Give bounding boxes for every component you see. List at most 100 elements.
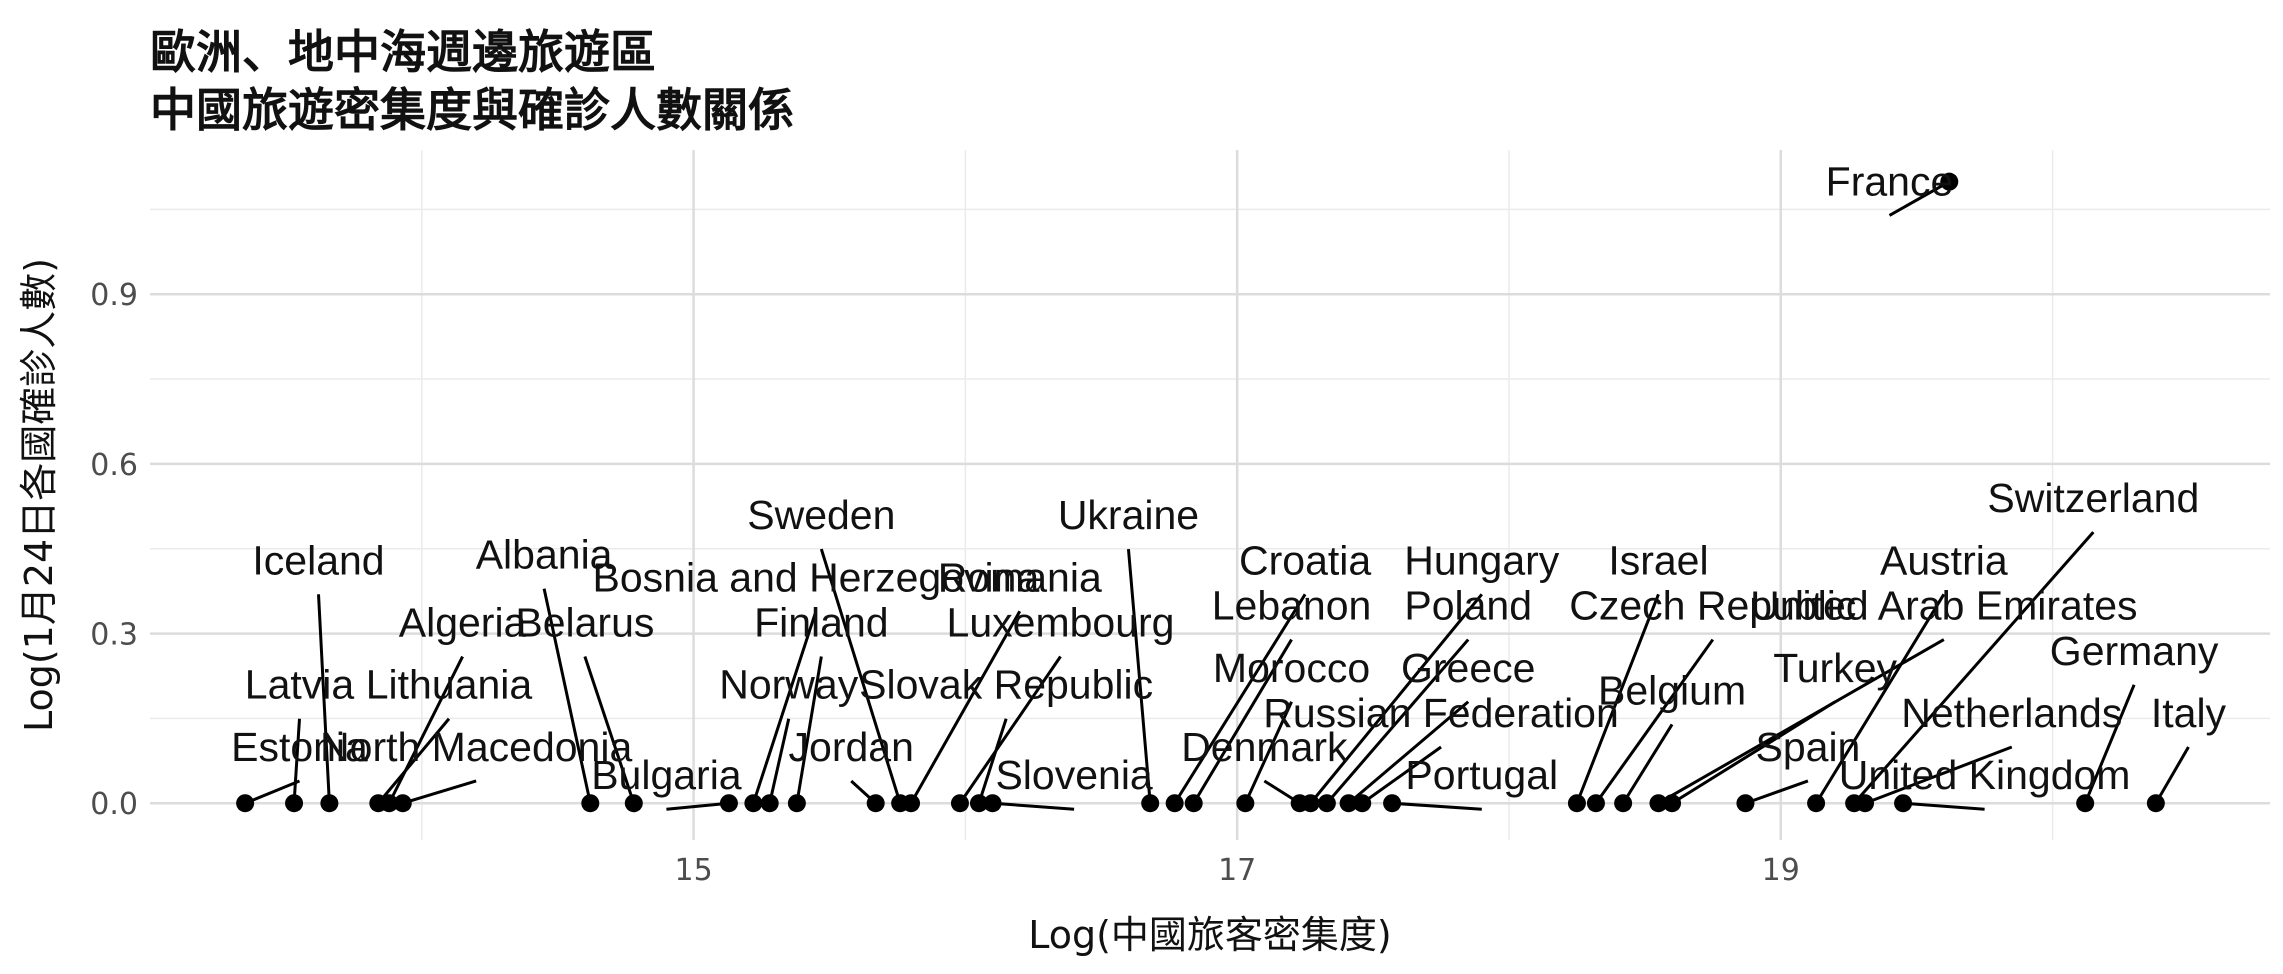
point-label: Greece bbox=[1401, 645, 1535, 691]
point-label: Belarus bbox=[515, 600, 654, 646]
data-point bbox=[624, 794, 643, 813]
leader-line bbox=[1309, 593, 1483, 805]
point-label: Switzerland bbox=[1987, 475, 2199, 521]
leader-line bbox=[2154, 746, 2190, 804]
point-label: Norway bbox=[719, 662, 858, 708]
point-label: Iceland bbox=[252, 537, 384, 583]
data-point bbox=[1236, 794, 1255, 813]
y-tick-label: 0.9 bbox=[90, 278, 138, 313]
point-label: North Macedonia bbox=[320, 724, 632, 770]
leader-line bbox=[1126, 548, 1152, 804]
point-label: Morocco bbox=[1213, 645, 1370, 691]
point-label: Slovak Republic bbox=[859, 662, 1153, 708]
point-label: Lithuania bbox=[366, 662, 533, 708]
data-point bbox=[787, 794, 806, 813]
data-point bbox=[1856, 794, 1875, 813]
data-point bbox=[1663, 794, 1682, 813]
x-tick-label: 15 bbox=[674, 853, 712, 888]
axis-ticks: 15 17 19 0.0 0.3 0.6 0.9 bbox=[90, 278, 1800, 888]
data-point bbox=[1383, 794, 1402, 813]
point-label: Bosnia and Herzegovina bbox=[593, 554, 1040, 600]
point-label: Croatia bbox=[1239, 537, 1371, 583]
y-tick-label: 0.3 bbox=[90, 618, 138, 653]
leader-line bbox=[977, 718, 1008, 804]
point-label: Jordan bbox=[789, 724, 914, 770]
data-point bbox=[1567, 794, 1586, 813]
x-axis-title: Log(中國旅客密集度) bbox=[1028, 913, 1392, 957]
data-point bbox=[1894, 794, 1913, 813]
data-point bbox=[1807, 794, 1826, 813]
leader-line bbox=[2083, 684, 2136, 804]
point-label: Albania bbox=[476, 532, 613, 578]
data-point bbox=[744, 794, 763, 813]
point-label: Sweden bbox=[747, 492, 895, 538]
point-label: Luxembourg bbox=[947, 600, 1175, 646]
grid bbox=[150, 150, 2270, 840]
data-point bbox=[1940, 172, 1959, 191]
data-point bbox=[1614, 794, 1633, 813]
x-tick-label: 19 bbox=[1762, 853, 1800, 888]
data-point bbox=[1141, 794, 1160, 813]
point-label: Denmark bbox=[1181, 724, 1348, 770]
data-point bbox=[380, 794, 399, 813]
y-axis-title: Log(1月24日各國確診人數) bbox=[17, 258, 61, 732]
chart-title-line-1: 歐洲、地中海週邊旅遊區 bbox=[150, 25, 656, 79]
data-point bbox=[1339, 794, 1358, 813]
point-label: Spain bbox=[1756, 724, 1861, 770]
data-point bbox=[1301, 794, 1320, 813]
point-label: Hungary bbox=[1404, 537, 1559, 583]
leader-line bbox=[1853, 531, 2095, 805]
point-label: Lebanon bbox=[1212, 583, 1372, 629]
leader-line bbox=[1243, 701, 1293, 804]
data-point bbox=[1586, 794, 1605, 813]
data-point bbox=[2146, 794, 2165, 813]
data-point bbox=[285, 794, 304, 813]
leader-line bbox=[1392, 801, 1482, 811]
leader-line bbox=[1744, 779, 1809, 805]
label-leader-lines bbox=[244, 180, 2190, 811]
leader-line bbox=[1347, 700, 1470, 805]
data-point bbox=[1353, 794, 1372, 813]
leader-line bbox=[387, 655, 464, 804]
leader-line bbox=[1325, 638, 1470, 805]
point-label: United Kingdom bbox=[1839, 752, 2131, 798]
leader-line bbox=[992, 801, 1075, 811]
data-point bbox=[2076, 794, 2095, 813]
leader-line bbox=[1192, 638, 1293, 805]
leader-line bbox=[377, 717, 451, 805]
point-label: Czech Republic bbox=[1569, 583, 1856, 629]
point-label: United Arab Emirates bbox=[1750, 583, 2137, 629]
data-point bbox=[902, 794, 921, 813]
point-label: Israel bbox=[1608, 537, 1708, 583]
point-label: Germany bbox=[2050, 628, 2219, 674]
point-label: Austria bbox=[1880, 537, 2008, 583]
point-label: Belgium bbox=[1598, 667, 1746, 713]
data-point bbox=[1649, 794, 1668, 813]
leader-line bbox=[666, 801, 730, 811]
data-point bbox=[581, 794, 600, 813]
data-point bbox=[320, 794, 339, 813]
leader-line bbox=[1575, 593, 1660, 804]
leader-line bbox=[1864, 745, 2013, 805]
data-point bbox=[393, 794, 412, 813]
leader-line bbox=[909, 610, 1022, 804]
data-points bbox=[236, 172, 2165, 813]
x-tick-label: 17 bbox=[1218, 853, 1256, 888]
y-tick-label: 0.0 bbox=[90, 787, 138, 822]
leader-line bbox=[1814, 593, 1946, 805]
leader-line bbox=[1888, 180, 1951, 217]
leader-line bbox=[751, 610, 818, 804]
point-label: Italy bbox=[2151, 690, 2227, 736]
leader-line bbox=[1671, 700, 1836, 805]
data-point bbox=[1184, 794, 1203, 813]
leader-line bbox=[542, 588, 592, 804]
leader-line bbox=[795, 656, 823, 804]
leader-line bbox=[1594, 638, 1715, 805]
point-labels: Estonia Latvia Iceland Lithuania Algeria Nort… bbox=[231, 158, 2226, 798]
data-point bbox=[1317, 794, 1336, 813]
data-point bbox=[1165, 794, 1184, 813]
leader-line bbox=[819, 548, 902, 804]
leader-line bbox=[1621, 723, 1674, 805]
point-label: Turkey bbox=[1773, 645, 1897, 691]
